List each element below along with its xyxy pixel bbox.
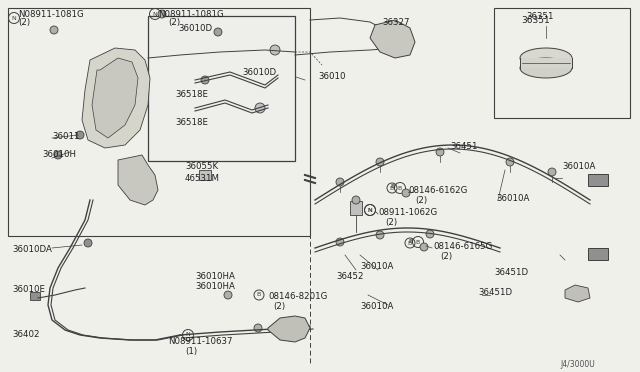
Text: B: B [257,292,261,298]
Text: 36451D: 36451D [478,288,512,297]
Text: 36010HA: 36010HA [195,272,235,281]
Circle shape [420,243,428,251]
Circle shape [392,45,398,51]
Polygon shape [370,20,415,58]
Text: 36010D: 36010D [178,24,212,33]
Polygon shape [565,285,590,302]
Text: 36351: 36351 [522,16,550,25]
Text: 36055K: 36055K [185,162,218,171]
Circle shape [255,103,265,113]
Circle shape [548,168,556,176]
Polygon shape [92,58,138,138]
Bar [148,16,295,161]
Circle shape [104,86,112,94]
Text: 08146-6165G: 08146-6165G [433,242,492,251]
Bar [350,201,362,215]
Bar [588,174,608,186]
Circle shape [352,196,360,204]
Text: B: B [409,238,413,244]
Text: 36010E: 36010E [12,285,45,294]
Text: 36010A: 36010A [360,262,394,271]
Text: N08911-1081G: N08911-1081G [158,10,224,19]
Circle shape [115,127,121,133]
Text: 08911-1062G: 08911-1062G [378,208,437,217]
Text: 36010HA: 36010HA [195,282,235,291]
Circle shape [84,239,92,247]
Circle shape [158,10,166,18]
Text: 36452: 36452 [336,272,364,281]
Text: B: B [390,186,394,190]
Text: 08146-6162G: 08146-6162G [408,186,467,195]
Text: 36010A: 36010A [360,302,394,311]
Text: 36518E: 36518E [175,118,208,127]
Bar [588,248,608,260]
Circle shape [127,107,133,113]
Circle shape [224,291,232,299]
Text: 36011: 36011 [52,132,79,141]
Text: 36010A: 36010A [496,194,529,203]
Circle shape [506,158,514,166]
Text: (2): (2) [385,218,397,227]
Circle shape [270,45,280,55]
Text: 36010DA: 36010DA [12,245,52,254]
Text: B: B [416,240,420,244]
Text: (1): (1) [185,347,197,356]
Text: 36010H: 36010H [42,150,76,159]
Bar [30,292,40,300]
Circle shape [76,131,84,139]
Text: (2): (2) [273,302,285,311]
Text: 36518E: 36518E [175,90,208,99]
Text: 36010A: 36010A [562,162,595,171]
Text: 08146-8201G: 08146-8201G [268,292,328,301]
Polygon shape [82,48,150,148]
Text: (2): (2) [415,196,427,205]
Ellipse shape [520,48,572,68]
Circle shape [201,76,209,84]
Text: 36010D: 36010D [242,68,276,77]
Circle shape [376,158,384,166]
Text: 36402: 36402 [12,330,40,339]
Circle shape [336,178,344,186]
Polygon shape [268,316,310,342]
Circle shape [50,26,58,34]
Circle shape [214,28,222,36]
Circle shape [436,148,444,156]
Bar [520,58,572,68]
Text: 46531M: 46531M [185,174,220,183]
Text: N: N [12,16,17,20]
Text: B: B [391,183,395,189]
Text: B: B [398,186,402,190]
Text: N: N [367,208,372,212]
Text: N: N [152,12,157,16]
Circle shape [376,231,384,239]
Circle shape [254,324,262,332]
Ellipse shape [520,58,572,78]
Text: (2): (2) [168,18,180,27]
Text: 36451D: 36451D [494,268,528,277]
Bar [8,8,310,236]
Text: N: N [367,208,372,212]
Text: 36010: 36010 [318,72,346,81]
Polygon shape [118,155,158,205]
Text: 36451: 36451 [450,142,477,151]
Circle shape [402,189,410,197]
Circle shape [426,230,434,238]
Circle shape [54,151,62,159]
Bar [199,170,211,180]
Text: 36327: 36327 [382,18,410,27]
Text: 36351: 36351 [526,12,554,21]
Text: N08911-1081G: N08911-1081G [18,10,84,19]
Text: N: N [186,333,190,337]
Text: B: B [408,241,412,246]
Text: N08911-10637: N08911-10637 [168,337,232,346]
Text: (2): (2) [440,252,452,261]
Circle shape [336,238,344,246]
Circle shape [122,72,128,78]
Text: J4/3000U: J4/3000U [560,360,595,369]
Bar [494,8,630,118]
Text: (2): (2) [18,18,30,27]
